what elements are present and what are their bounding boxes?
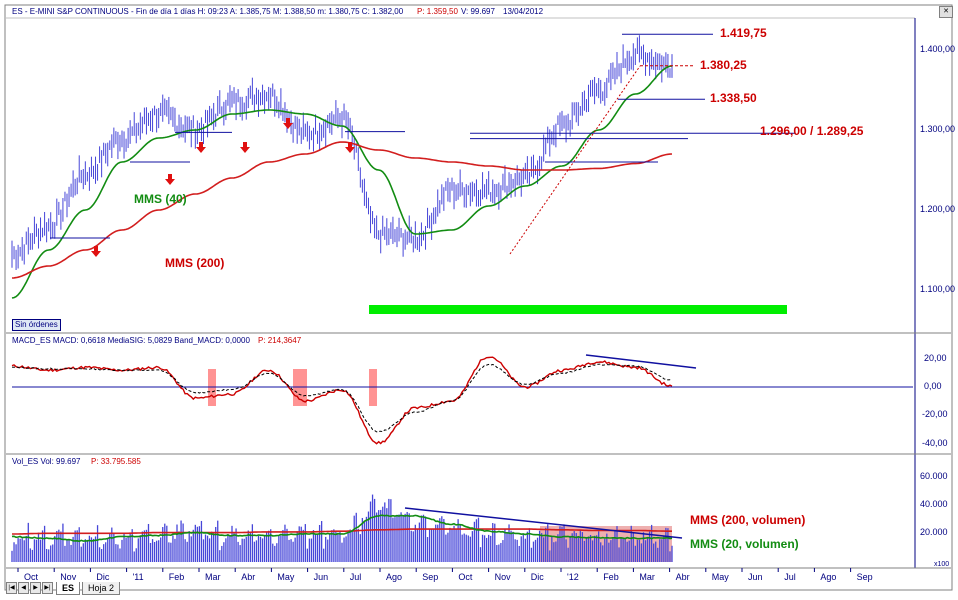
x-tick-label: Ago [386,572,402,582]
status-button[interactable]: Sin órdenes [12,319,61,331]
vol-ma20-line [11,514,673,543]
x-tick-label: '11 [133,572,144,582]
price-panel-header-p: P: 1.359,50 [417,7,458,16]
outer-border [4,4,953,591]
macd-tick-label: 0,00 [924,381,942,391]
x-tick-label: Nov [60,572,77,582]
x-tick-label: Ago [820,572,836,582]
x-tick-label: Jun [748,572,763,582]
close-icon[interactable]: ✕ [939,6,953,18]
prev-sheet-icon[interactable]: ◀ [18,582,29,594]
x-tick-label: Dic [531,572,544,582]
macd-divergence-line [585,354,697,369]
x-axis-labels: Oct Nov Dic '11 Feb Mar Abr May Jun Jul Ago Sep Oct N… [17,568,873,582]
macd-panel-header-p: P: 214,3647 [258,336,302,345]
next-sheet-icon[interactable]: ▶ [30,582,41,594]
price-tick-label: 1.100,00 [920,284,955,294]
x-tick-label: Nov [495,572,512,582]
x-tick-label: Oct [24,572,39,582]
x-tick-label: Sep [422,572,438,582]
x-tick-label: May [712,572,730,582]
price-tick-label: 1.400,00 [920,44,955,54]
vol-ma200-line [12,528,672,535]
volume-tick-label: 60.000 [920,471,948,481]
vol-ma20-label: MMS (20, volumen) [690,537,799,551]
price-panel-header: ES - E-MINI S&P CONTINUOUS - Fin de día … [12,7,404,16]
x-tick-label: Jul [350,572,362,582]
x-tick-label: Abr [676,572,690,582]
support-bar [369,305,787,314]
macd-signal-line [11,363,673,433]
macd-tick-label: 20,00 [924,353,947,363]
ma40-line [11,65,673,299]
tab-hoja-2[interactable]: Hoja 2 [82,581,121,595]
macd-y-axis: 20,00 0,00 -20,00 -40,00 [922,353,948,448]
x-tick-label: Mar [205,572,221,582]
price-levels [50,33,795,255]
x-tick-label: Jul [784,572,796,582]
x-tick-label: Mar [639,572,655,582]
level-label-1419: 1.419,75 [720,26,767,40]
x-tick-label: Sep [857,572,873,582]
sell-arrow-icon [283,118,293,129]
x-tick-label: Feb [169,572,185,582]
volume-y-axis: 60.000 40.000 20.000 x100 [920,471,949,568]
x-tick-label: '12 [567,572,579,582]
macd-panel-header: MACD_ES MACD: 0,6618 MediaSIG: 5,0829 Ba… [12,336,250,345]
price-panel-header-date: 13/04/2012 [503,7,544,16]
ma40-label: MMS (40) [134,192,187,206]
macd-tick-label: -20,00 [922,409,948,419]
vol-ma200-label: MMS (200, volumen) [690,513,805,527]
x-tick-label: Feb [603,572,619,582]
level-label-1338: 1.338,50 [710,91,757,105]
price-panel-header-v: V: 99.697 [461,7,496,16]
x-tick-label: Oct [458,572,473,582]
first-sheet-icon[interactable]: |◀ [6,582,17,594]
x-tick-label: May [277,572,295,582]
volume-tick-label: 20.000 [920,527,948,537]
tab-es[interactable]: ES [56,581,81,595]
sell-arrow-icon [240,142,250,153]
ma200-line [11,141,673,279]
level-label-1380: 1.380,25 [700,58,747,72]
volume-panel-header: Vol_ES Vol: 99.697 [12,457,81,466]
sell-arrows [91,118,355,257]
price-tick-label: 1.200,00 [920,204,955,214]
level-label-1296: 1.296,00 / 1.289,25 [760,124,864,138]
volume-trend-line [404,507,683,539]
volume-scale-corner: x100 [934,561,949,568]
series-lines [11,65,913,543]
volume-tick-label: 40.000 [920,499,948,509]
uptrend-line [509,65,641,255]
last-sheet-icon[interactable]: ▶| [42,582,53,594]
volume-panel-header-p: P: 33.795.585 [91,457,141,466]
sell-arrow-icon [345,142,355,153]
x-tick-label: Jun [314,572,329,582]
sheet-tab-bar: |◀ ◀ ▶ ▶| ES Hoja 2 [6,581,121,595]
sell-arrow-icon [196,142,206,153]
x-tick-label: Abr [241,572,255,582]
ma200-label: MMS (200) [165,256,224,270]
macd-tick-label: -40,00 [922,438,948,448]
support-zone [369,305,787,314]
x-tick-label: Dic [96,572,109,582]
sell-arrow-icon [91,246,101,257]
price-tick-label: 1.300,00 [920,124,955,134]
sell-arrow-icon [165,174,175,185]
macd-line [11,356,673,445]
price-y-axis: 1.400,00 1.300,00 1.200,00 1.100,00 [920,44,955,294]
